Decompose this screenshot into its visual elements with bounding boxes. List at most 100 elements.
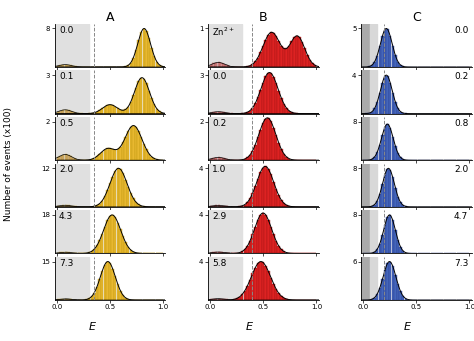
Bar [389, 36, 392, 67]
Text: 0.0: 0.0 [59, 26, 73, 34]
Bar [73, 66, 75, 67]
Bar [91, 251, 93, 253]
Bar [158, 65, 161, 67]
Bar [226, 65, 228, 67]
Bar [374, 157, 376, 160]
Bar [59, 111, 62, 114]
Bar [101, 234, 103, 253]
Bar [249, 110, 251, 114]
Bar [280, 249, 283, 253]
Bar [51, 71, 89, 114]
Bar [119, 229, 122, 253]
Bar [70, 157, 72, 160]
Bar [91, 113, 93, 114]
Bar [275, 289, 277, 300]
Bar [275, 83, 277, 114]
Bar [399, 247, 402, 253]
Bar [397, 153, 399, 160]
Bar [212, 252, 215, 253]
Bar [285, 205, 288, 207]
Bar [283, 251, 285, 253]
Bar [394, 188, 397, 207]
Bar [384, 127, 386, 160]
Bar [394, 275, 397, 300]
Bar [270, 227, 272, 253]
Bar [384, 76, 386, 114]
Bar [122, 295, 124, 300]
Bar [374, 252, 376, 253]
Bar [399, 292, 402, 300]
Bar [117, 284, 119, 300]
Bar [64, 252, 67, 253]
Bar [122, 236, 124, 253]
Bar [298, 38, 301, 67]
Bar [98, 110, 101, 114]
Bar [117, 168, 119, 207]
Bar [127, 247, 129, 253]
Bar [140, 78, 142, 114]
Bar [148, 90, 150, 114]
Bar [357, 117, 370, 160]
Bar [210, 113, 212, 114]
Bar [256, 97, 259, 114]
Bar [114, 150, 117, 160]
Bar [379, 93, 381, 114]
Bar [238, 206, 241, 207]
Bar [244, 113, 246, 114]
Bar [244, 291, 246, 300]
Bar [218, 252, 220, 253]
Bar [370, 117, 377, 160]
Bar [272, 77, 275, 114]
Bar [103, 196, 106, 207]
Bar [376, 294, 378, 300]
Bar [357, 164, 370, 207]
Bar [376, 201, 378, 207]
Bar [119, 169, 122, 207]
Text: 0.0: 0.0 [454, 26, 468, 34]
Bar [246, 202, 249, 207]
Bar [103, 227, 106, 253]
Bar [132, 58, 135, 67]
Bar [267, 169, 270, 207]
Bar [236, 298, 238, 300]
Bar [283, 154, 285, 160]
Bar [117, 223, 119, 253]
Bar [283, 203, 285, 207]
Bar [114, 276, 117, 300]
Bar [109, 105, 111, 114]
Bar [241, 206, 244, 207]
Bar [277, 293, 280, 300]
Text: Number of events (x100): Number of events (x100) [4, 107, 13, 221]
Bar [73, 112, 75, 114]
Bar [357, 24, 370, 67]
Bar [75, 159, 77, 160]
Bar [301, 42, 303, 67]
Bar [210, 206, 212, 207]
Bar [64, 110, 67, 114]
Bar [376, 102, 378, 114]
Bar [145, 31, 147, 67]
Bar [371, 299, 373, 300]
Bar [259, 52, 262, 67]
Bar [106, 220, 109, 253]
Bar [143, 206, 145, 207]
Bar [64, 299, 67, 300]
Bar [64, 154, 67, 160]
Bar [374, 108, 376, 114]
Bar [111, 177, 114, 207]
Bar [67, 205, 70, 207]
Bar [135, 50, 137, 67]
Bar [280, 149, 283, 160]
Bar [148, 38, 150, 67]
Bar [379, 145, 381, 160]
Text: 0.8: 0.8 [454, 119, 468, 128]
Bar [384, 175, 386, 207]
Bar [283, 48, 285, 67]
Bar [267, 220, 270, 253]
Text: 7.3: 7.3 [59, 258, 73, 268]
Bar [143, 29, 145, 67]
Bar [124, 242, 127, 253]
Bar [124, 137, 127, 160]
Bar [106, 262, 109, 300]
Bar [75, 66, 77, 67]
